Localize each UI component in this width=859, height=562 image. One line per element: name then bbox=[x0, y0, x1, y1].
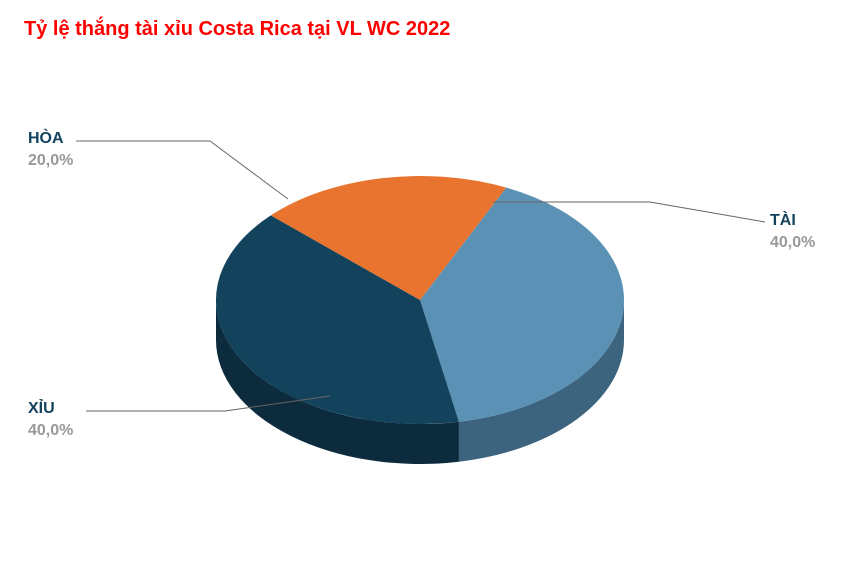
slice-pct-xiu: 40,0% bbox=[28, 422, 73, 440]
slice-label-xiu: XỈU bbox=[28, 400, 55, 418]
slice-label-tai: TÀI bbox=[770, 212, 796, 230]
leader-hoa bbox=[76, 141, 288, 199]
slice-label-hoa: HÒA bbox=[28, 130, 64, 148]
slice-pct-hoa: 20,0% bbox=[28, 152, 73, 170]
slice-pct-tai: 40,0% bbox=[770, 234, 815, 252]
pie-chart bbox=[0, 0, 859, 562]
